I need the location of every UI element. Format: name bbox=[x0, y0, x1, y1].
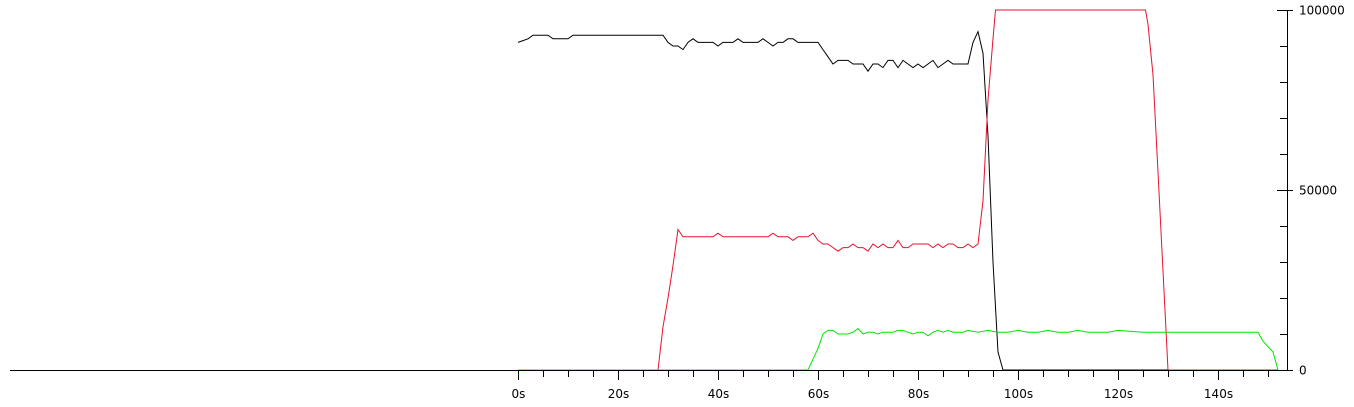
series-line-2 bbox=[518, 9, 1278, 371]
axes-layer bbox=[10, 10, 1290, 371]
x-tick-label: 40s bbox=[708, 387, 730, 401]
x-tick-label: 20s bbox=[608, 387, 630, 401]
x-tick-label: 80s bbox=[908, 387, 930, 401]
x-tick-label: 100s bbox=[1004, 387, 1033, 401]
x-tick-label: 60s bbox=[808, 387, 830, 401]
y-tick-label: 100000 bbox=[1299, 4, 1345, 18]
x-tick-label: 0s bbox=[512, 387, 526, 401]
series-layer bbox=[517, 9, 1279, 371]
ticks-layer: 0s 20s 40s 60s 80s 100s 120s 140s 0 50000 100000 bbox=[512, 4, 1345, 402]
x-tick-label: 120s bbox=[1104, 387, 1133, 401]
x-tick-label: 140s bbox=[1204, 387, 1233, 401]
series-line-3 bbox=[518, 327, 1279, 371]
series-line-1 bbox=[517, 30, 1278, 371]
y-tick-label: 0 bbox=[1299, 364, 1307, 378]
y-tick-label: 50000 bbox=[1299, 184, 1337, 198]
